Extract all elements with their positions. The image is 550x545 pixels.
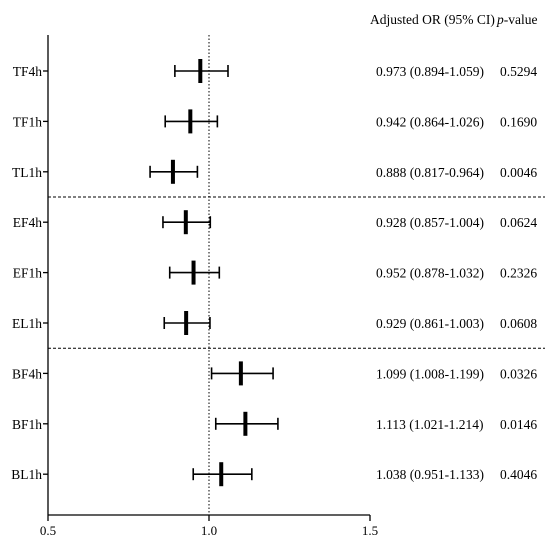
estimate-text: 0.888 (0.817-0.964) (376, 165, 484, 180)
p-value-text: 0.0608 (500, 316, 537, 331)
p-value-text: 0.5294 (500, 64, 537, 79)
p-value-text: 0.1690 (500, 114, 537, 129)
x-tick-label: 1.5 (362, 523, 378, 538)
estimate-text: 0.942 (0.864-1.026) (376, 114, 484, 129)
header-adjusted-or: Adjusted OR (95% CI) (370, 12, 495, 27)
row-label: EL1h (12, 316, 42, 331)
row-label: EF4h (13, 215, 43, 230)
estimate-text: 0.929 (0.861-1.003) (376, 316, 484, 331)
p-value-text: 0.4046 (500, 467, 537, 482)
row-label: TF1h (13, 114, 43, 129)
row-label: BF4h (12, 366, 42, 381)
estimate-text: 0.952 (0.878-1.032) (376, 266, 484, 281)
estimate-text: 1.038 (0.951-1.133) (376, 467, 484, 482)
row-label: EF1h (13, 266, 43, 281)
estimate-text: 0.973 (0.894-1.059) (376, 64, 484, 79)
row-label: TL1h (12, 165, 42, 180)
p-value-text: 0.0624 (500, 215, 537, 230)
p-value-text: 0.0146 (500, 417, 537, 432)
x-tick-label: 1.0 (201, 523, 217, 538)
estimate-text: 1.113 (1.021-1.214) (376, 417, 484, 432)
row-labels: TF4h TF1h TL1h EF4h EF1h EL1h BF4h BF1h BL1h (11, 64, 42, 482)
header-p-italic: p (496, 12, 504, 27)
ci-marks (149, 59, 279, 487)
estimate-text: 0.928 (0.857-1.004) (376, 215, 484, 230)
p-value-text: 0.0326 (500, 366, 537, 381)
p-value-text: 0.0046 (500, 165, 537, 180)
row-label: TF4h (13, 64, 43, 79)
header-p-value: p-value (496, 12, 537, 27)
group-dividers (48, 196, 545, 349)
estimate-columns: 0.973 (0.894-1.059) 0.5294 0.942 (0.864-1.… (376, 64, 537, 482)
x-tick-label: 0.5 (40, 523, 56, 538)
p-value-text: 0.2326 (500, 266, 537, 281)
axes: 0.5 1.0 1.5 (40, 35, 378, 538)
header-p-rest: -value (504, 12, 538, 27)
row-label: BL1h (11, 467, 42, 482)
row-label: BF1h (12, 417, 42, 432)
estimate-text: 1.099 (1.008-1.199) (376, 366, 484, 381)
